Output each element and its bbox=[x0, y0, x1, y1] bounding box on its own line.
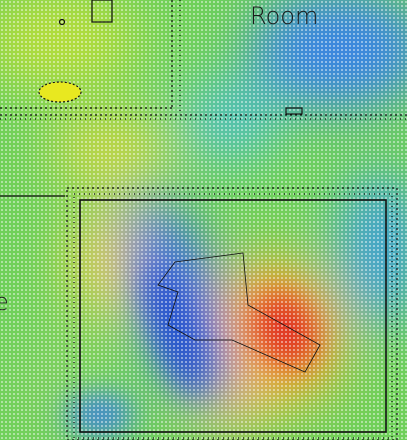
room-wall bbox=[79, 199, 387, 433]
fixture bbox=[58, 18, 66, 26]
furniture bbox=[157, 252, 321, 373]
room-wall bbox=[66, 187, 398, 440]
room-label: Room bbox=[250, 2, 318, 30]
fixture bbox=[38, 81, 82, 103]
fixture bbox=[285, 107, 303, 115]
room-label: e bbox=[0, 288, 9, 316]
room-wall bbox=[73, 193, 393, 439]
fixture bbox=[91, 0, 113, 23]
